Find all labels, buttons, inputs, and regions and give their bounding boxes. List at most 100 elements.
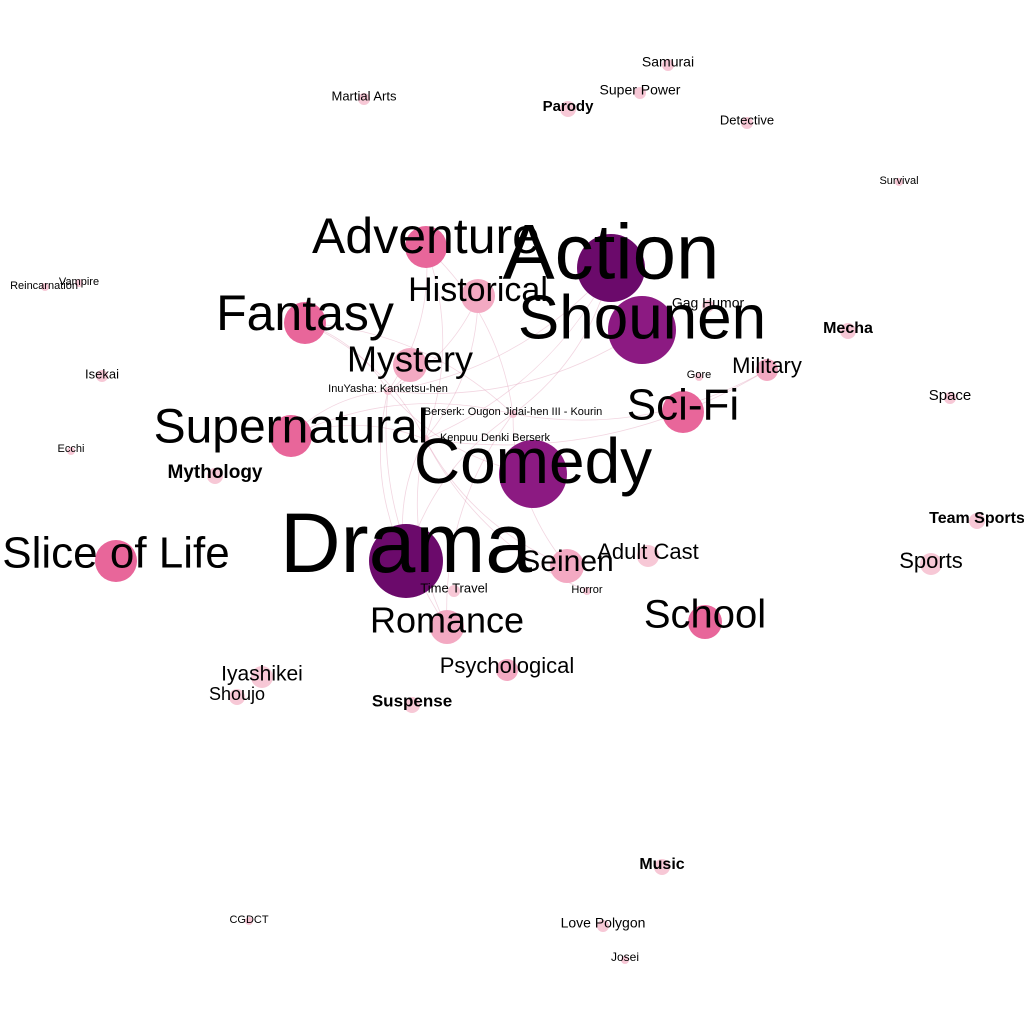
label-parody: Parody <box>543 98 595 115</box>
label-survival: Survival <box>879 175 918 187</box>
label-adult-cast: Adult Cast <box>597 539 699 564</box>
label-detective: Detective <box>720 112 774 127</box>
label-team-sports: Team Sports <box>929 510 1024 527</box>
label-martial-arts: Martial Arts <box>331 88 397 103</box>
label-josei: Josei <box>611 950 639 964</box>
label-mecha: Mecha <box>823 320 873 337</box>
node-suspense[interactable] <box>404 697 420 713</box>
node-berserk-3[interactable] <box>509 410 517 418</box>
node-action[interactable] <box>577 234 645 302</box>
label-isekai: Isekai <box>85 366 119 381</box>
node-shounen[interactable] <box>608 296 676 364</box>
label-horror: Horror <box>571 584 603 596</box>
node-mythology[interactable] <box>207 468 223 484</box>
label-supernatural: Supernatural <box>154 401 429 454</box>
node-horror[interactable] <box>583 587 591 595</box>
node-martial-arts[interactable] <box>358 93 370 105</box>
node-isekai[interactable] <box>96 370 108 382</box>
node-military[interactable] <box>756 359 778 381</box>
label-ecchi: Ecchi <box>58 443 85 455</box>
node-josei[interactable] <box>621 956 629 964</box>
label-suspense: Suspense <box>372 691 452 710</box>
node-gag-humor[interactable] <box>702 300 714 312</box>
label-gore: Gore <box>687 369 711 381</box>
node-seinen[interactable] <box>550 549 584 583</box>
label-inuyasha: InuYasha: Kanketsu-hen <box>328 383 448 395</box>
node-psychological[interactable] <box>496 659 518 681</box>
node-school[interactable] <box>688 605 722 639</box>
node-vampire[interactable] <box>75 279 83 287</box>
node-time-travel[interactable] <box>448 585 460 597</box>
node-drama[interactable] <box>369 524 443 598</box>
label-fantasy: Fantasy <box>216 285 394 341</box>
node-mystery[interactable] <box>393 348 427 382</box>
node-mecha[interactable] <box>840 323 856 339</box>
label-military: Military <box>732 353 802 378</box>
node-kenpuu[interactable] <box>421 435 429 443</box>
node-shoujo[interactable] <box>229 689 245 705</box>
label-time-travel: Time Travel <box>420 580 488 595</box>
node-adventure[interactable] <box>405 226 447 268</box>
label-shounen: Shounen <box>518 283 766 352</box>
node-music[interactable] <box>654 859 670 875</box>
label-love-polygon: Love Polygon <box>561 915 646 931</box>
node-detective[interactable] <box>741 117 753 129</box>
node-parody[interactable] <box>560 101 576 117</box>
label-historical: Historical <box>408 271 548 309</box>
label-kenpuu: Kenpuu Denki Berserk <box>440 432 551 444</box>
node-supernatural[interactable] <box>270 415 312 457</box>
node-super-power[interactable] <box>634 87 646 99</box>
label-seinen: Seinen <box>520 545 613 578</box>
node-romance[interactable] <box>430 610 464 644</box>
edge-berserk-3-supernatural <box>290 403 514 437</box>
label-romance: Romance <box>370 600 524 641</box>
edge-inuyasha-romance <box>385 390 448 628</box>
label-berserk-3: Berserk: Ougon Jidai-hen III - Kourin <box>424 406 603 418</box>
label-cgdct: CGDCT <box>229 914 268 926</box>
label-sports: Sports <box>899 548 963 573</box>
label-space: Space <box>929 387 972 404</box>
node-sci-fi[interactable] <box>662 391 704 433</box>
label-reincarnation: Reincarnation <box>10 280 78 292</box>
label-mythology: Mythology <box>168 462 263 483</box>
label-psychological: Psychological <box>440 653 575 678</box>
label-action: Action <box>503 208 720 296</box>
node-love-polygon[interactable] <box>597 920 609 932</box>
label-drama: Drama <box>280 496 532 590</box>
node-gore[interactable] <box>695 373 703 381</box>
node-comedy[interactable] <box>499 440 567 508</box>
node-cgdct[interactable] <box>245 917 253 925</box>
edge-berserk-3-military <box>512 369 768 421</box>
node-inuyasha[interactable] <box>384 387 392 395</box>
node-iyashikei[interactable] <box>251 666 273 688</box>
node-historical[interactable] <box>461 279 495 313</box>
edge-kenpuu-historical <box>424 295 479 440</box>
edge-inuyasha-shounen <box>387 329 643 394</box>
node-slice-of-life[interactable] <box>95 540 137 582</box>
label-gag-humor: Gag Humor <box>672 295 745 311</box>
label-mystery: Mystery <box>347 339 473 380</box>
node-sports[interactable] <box>920 553 942 575</box>
node-adult-cast[interactable] <box>637 545 659 567</box>
edge-berserk-3-romance <box>446 413 514 628</box>
label-sci-fi: Sci-Fi <box>627 381 739 430</box>
label-comedy: Comedy <box>414 425 652 497</box>
label-iyashikei: Iyashikei <box>221 663 303 686</box>
node-survival[interactable] <box>895 178 903 186</box>
node-samurai[interactable] <box>662 59 674 71</box>
node-space[interactable] <box>944 392 956 404</box>
node-reincarnation[interactable] <box>41 283 49 291</box>
node-fantasy[interactable] <box>284 302 326 344</box>
label-school: School <box>644 593 766 637</box>
node-team-sports[interactable] <box>969 513 985 529</box>
node-ecchi[interactable] <box>67 447 75 455</box>
label-shoujo: Shoujo <box>209 684 265 704</box>
nodes-layer <box>41 59 985 964</box>
label-super-power: Super Power <box>600 82 681 98</box>
edge-inuyasha-action <box>387 267 612 392</box>
label-music: Music <box>639 856 684 873</box>
label-slice-of-life: Slice of Life <box>2 529 229 578</box>
